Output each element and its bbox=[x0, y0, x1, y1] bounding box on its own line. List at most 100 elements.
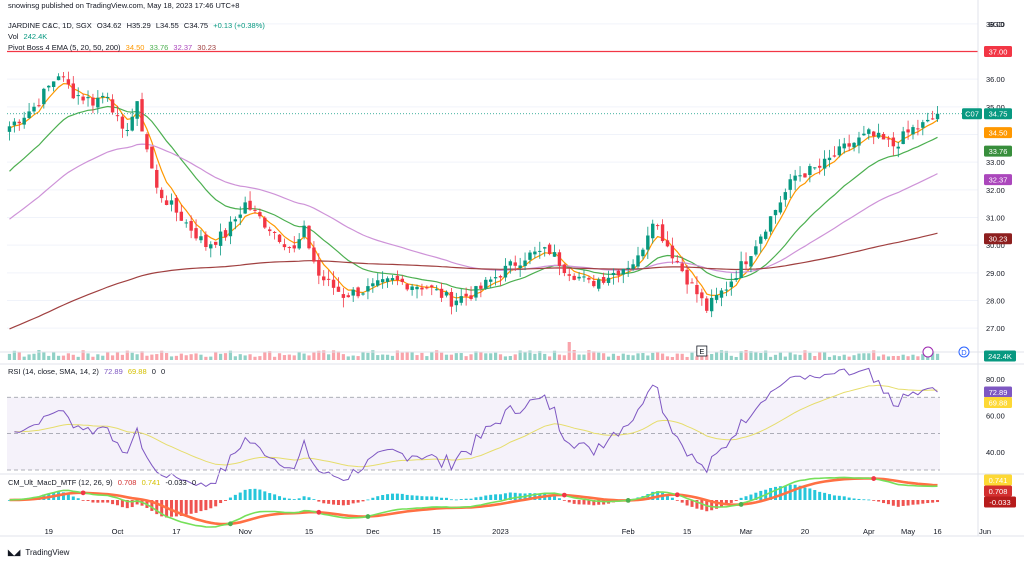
volume-bar bbox=[567, 342, 571, 360]
candle-body bbox=[174, 197, 179, 213]
symbol-legend[interactable]: JARDINE C&C, 1D, SGX O34.62 H35.29 L34.5… bbox=[8, 21, 268, 31]
volume-bar bbox=[823, 352, 827, 360]
candle-body bbox=[390, 278, 395, 281]
candle-body bbox=[115, 115, 120, 117]
candle-body bbox=[37, 105, 41, 107]
candle-body bbox=[56, 76, 61, 81]
candle-body bbox=[371, 283, 375, 287]
candle-body bbox=[17, 121, 21, 124]
volume-bar bbox=[734, 356, 738, 360]
macd-histogram-bar bbox=[508, 492, 512, 500]
macd-cross-dot bbox=[674, 492, 680, 498]
macd-histogram-bar bbox=[155, 500, 159, 515]
macd-histogram-bar bbox=[400, 493, 404, 500]
time-axis-label: 15 bbox=[683, 527, 691, 536]
tag-macd-signal-text: 0.741 bbox=[989, 476, 1008, 485]
volume-bar bbox=[552, 350, 557, 360]
macd-histogram-bar bbox=[872, 500, 876, 501]
volume-bar bbox=[528, 350, 532, 360]
volume-bar bbox=[886, 356, 891, 360]
tag-rsi-text: 72.89 bbox=[989, 388, 1008, 397]
candle-body bbox=[96, 97, 100, 108]
candle-body bbox=[27, 111, 31, 118]
candle-body bbox=[287, 247, 292, 249]
candle-body bbox=[926, 119, 930, 122]
volume-bar bbox=[336, 351, 341, 360]
volume-bar bbox=[798, 354, 802, 360]
volume-bar bbox=[81, 350, 85, 360]
dividend-marker[interactable]: D bbox=[958, 346, 970, 358]
price-axis-label: 27.00 bbox=[986, 324, 1005, 333]
ema-legend[interactable]: Pivot Boss 4 EMA (5, 20, 50, 200) 34.50 … bbox=[8, 43, 219, 53]
candle-body bbox=[302, 225, 306, 237]
macd-histogram-bar bbox=[7, 500, 11, 501]
macd-histogram-bar bbox=[778, 486, 782, 500]
macd-histogram-bar bbox=[106, 500, 110, 503]
macd-line bbox=[9, 476, 938, 528]
rsi-extra-2: 0 bbox=[160, 367, 166, 376]
candle-body bbox=[665, 240, 670, 247]
high-value: H35.29 bbox=[126, 21, 151, 30]
candle-body bbox=[439, 288, 444, 298]
macd-histogram-bar bbox=[891, 500, 895, 506]
macd-histogram-bar bbox=[567, 500, 571, 503]
change-value: +0.13 (+0.38%) bbox=[213, 21, 265, 30]
main-grid bbox=[7, 23, 978, 329]
macd-histogram-bar bbox=[111, 500, 115, 505]
footer-brand[interactable]: ◣◢ TradingView bbox=[8, 548, 69, 557]
macd-histogram-bar bbox=[503, 493, 507, 500]
candle-body bbox=[611, 272, 616, 276]
macd-histogram-bar bbox=[931, 500, 935, 503]
macd-histogram-bar bbox=[587, 500, 591, 505]
macd-histogram-bar bbox=[356, 500, 360, 503]
volume-bar bbox=[228, 350, 233, 360]
candle-body bbox=[179, 211, 184, 221]
macd-histogram-bar bbox=[390, 493, 394, 500]
macd-histogram-bar bbox=[336, 500, 340, 506]
macd-histogram-bar bbox=[744, 496, 748, 500]
candle-body bbox=[832, 155, 837, 157]
volume-bar bbox=[317, 350, 321, 360]
volume-bar bbox=[656, 352, 660, 360]
macd-histogram-bar bbox=[842, 496, 846, 500]
volume-bar bbox=[302, 353, 306, 360]
tag-ema200-bg bbox=[984, 233, 1012, 245]
candle-body bbox=[336, 286, 341, 292]
candle-body bbox=[680, 263, 684, 272]
candle-body bbox=[356, 287, 360, 297]
candle-body bbox=[705, 298, 709, 311]
candle-body bbox=[896, 146, 900, 149]
volume-bar bbox=[454, 353, 458, 360]
candle-body bbox=[641, 249, 645, 257]
volume-bar bbox=[764, 350, 768, 360]
macd-histogram-bar bbox=[282, 497, 286, 500]
rsi-legend[interactable]: RSI (14, close, SMA, 14, 2) 72.89 69.88 … bbox=[8, 367, 168, 377]
volume-bar bbox=[184, 355, 188, 360]
tag-ema5-text: 34.50 bbox=[989, 128, 1008, 137]
earnings-marker[interactable]: E bbox=[696, 345, 708, 357]
candle-body bbox=[577, 276, 581, 279]
candle-body bbox=[891, 137, 896, 147]
macd-legend[interactable]: CM_Ult_MacD_MTF (12, 26, 9) 0.708 0.741 … bbox=[8, 478, 199, 488]
tag-rsi-text: 69.88 bbox=[989, 398, 1008, 407]
price-tags: 37.00 C07 34.75 34.50 33.76 32.37 30.23 242.4K 7… bbox=[962, 46, 1016, 508]
volume-bar bbox=[327, 354, 331, 360]
candle-body bbox=[533, 251, 537, 255]
tag-ema5-bg bbox=[984, 127, 1012, 139]
volume-bar bbox=[665, 356, 670, 360]
tag-ema20: 33.76 bbox=[984, 145, 1012, 157]
macd-histogram-bar bbox=[862, 499, 866, 501]
candle-body bbox=[61, 76, 66, 78]
macd-histogram-bar bbox=[577, 500, 581, 505]
volume-bar bbox=[813, 355, 817, 360]
candle-body bbox=[228, 221, 233, 237]
candle-body bbox=[734, 278, 738, 280]
macd-histogram-bar bbox=[268, 493, 272, 500]
candle-body bbox=[243, 202, 247, 214]
volume-bar bbox=[818, 352, 822, 360]
volume-legend[interactable]: Vol 242.4K bbox=[8, 32, 50, 42]
price-axis-label: 38.00 bbox=[986, 20, 1005, 29]
candle-body bbox=[268, 229, 272, 232]
volume-bar bbox=[341, 354, 345, 360]
